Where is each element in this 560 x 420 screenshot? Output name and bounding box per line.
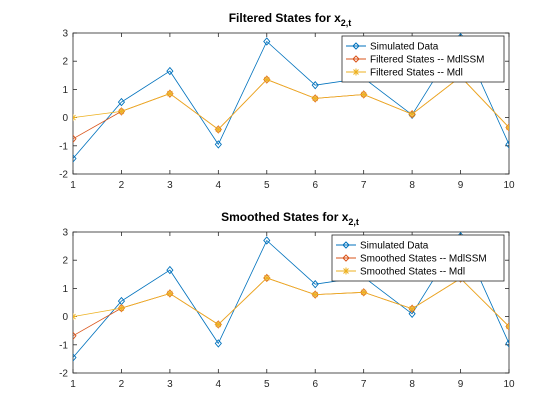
data-point-filtered-states-mdl — [117, 107, 125, 115]
x-tick-label: 1 — [70, 180, 76, 191]
y-tick-label: 2 — [62, 256, 68, 267]
data-point-filtered-states-mdlssm — [505, 123, 509, 132]
data-point-filtered-states-mdl — [311, 94, 319, 102]
x-tick-label: 3 — [167, 180, 173, 191]
y-tick-label: 3 — [62, 228, 68, 239]
legend-entry-mdl: Smoothed States -- Mdl — [336, 267, 465, 278]
y-tick-label: -2 — [59, 170, 68, 181]
legend-label-mdlssm: Smoothed States -- MdlSSM — [360, 254, 487, 265]
x-tick-label: 1 — [70, 379, 76, 390]
data-point-smoothed-states-mdl — [166, 289, 174, 297]
x-tick-label: 10 — [503, 180, 515, 191]
legend-marker-simulated — [342, 241, 350, 249]
data-point-filtered-states-mdl — [214, 125, 222, 133]
legend-smoothed: Simulated Data Smoothed States -- MdlSSM… — [331, 234, 505, 282]
data-point-filtered-states-mdl — [360, 90, 368, 98]
y-tick-label: -1 — [59, 141, 68, 152]
x-tick-label: 9 — [458, 180, 464, 191]
data-point-simulated-data — [311, 80, 319, 90]
legend-box — [341, 35, 505, 83]
legend-marker-mdlssm — [352, 55, 360, 63]
x-tick-label: 9 — [458, 379, 464, 390]
legend-marker-mdl — [342, 267, 350, 275]
legend-entry-simulated: Simulated Data — [336, 241, 429, 252]
series-line-filtered-states-mdl — [73, 76, 509, 130]
legend-marker-mdl — [352, 68, 360, 76]
plot-title-filtered-subscript: 2,t — [341, 18, 352, 28]
x-tick-label: 4 — [216, 180, 222, 191]
x-tick-label: 7 — [361, 379, 367, 390]
data-point-filtered-states-mdl — [263, 76, 271, 84]
data-point-smoothed-states-mdl — [263, 274, 271, 282]
x-tick-label: 10 — [503, 379, 515, 390]
data-point-smoothed-states-mdlssm — [73, 331, 77, 340]
data-point-simulated-data — [263, 236, 271, 245]
y-tick-label: -2 — [59, 369, 68, 380]
data-point-smoothed-states-mdl — [214, 320, 222, 328]
data-point-smoothed-states-mdl — [408, 305, 416, 313]
legend-entry-simulated: Simulated Data — [346, 42, 439, 53]
legend-label-simulated: Simulated Data — [370, 42, 439, 53]
y-tick-label: 0 — [62, 113, 68, 124]
data-point-filtered-states-mdlssm — [73, 134, 77, 143]
legend-label-mdlssm: Filtered States -- MdlSSM — [370, 55, 484, 66]
legend-entry-mdlssm: Filtered States -- MdlSSM — [346, 55, 484, 66]
legend-marker-mdlssm — [342, 254, 350, 262]
data-point-simulated-data — [166, 265, 174, 275]
legend-label-mdl: Filtered States -- Mdl — [370, 68, 463, 79]
data-point-simulated-data — [408, 309, 416, 318]
plot-title-smoothed-subscript: 2,t — [348, 217, 359, 227]
x-tick-label: 6 — [312, 379, 318, 390]
data-point-simulated-data — [73, 154, 77, 163]
y-tick-label: 1 — [62, 284, 68, 295]
legend-label-simulated: Simulated Data — [360, 241, 429, 252]
data-point-filtered-states-mdl — [408, 110, 416, 118]
data-point-simulated-data — [311, 279, 319, 289]
subplot-filtered: Filtered States for x2,t 1 2 3 4 5 6 7 8 9 103210… — [59, 11, 515, 191]
x-tick-label: 8 — [409, 379, 415, 390]
data-point-simulated-data — [214, 140, 222, 149]
legend-box — [331, 234, 505, 282]
x-tick-label: 2 — [119, 180, 125, 191]
data-point-simulated-data — [117, 97, 126, 107]
data-point-smoothed-states-mdl — [360, 288, 368, 296]
subplot-smoothed: Smoothed States for x2,t 1 2 3 4 5 6 7 8 9 103210… — [59, 210, 515, 390]
plot-title-filtered: Filtered States for x2,t — [229, 11, 352, 28]
y-tick-label: 2 — [62, 57, 68, 68]
x-tick-label: 7 — [361, 180, 367, 191]
x-tick-label: 3 — [167, 379, 173, 390]
plot-title-smoothed: Smoothed States for x2,t — [221, 210, 359, 227]
y-tick-label: 1 — [62, 85, 68, 96]
plot-title-filtered-main: Filtered States for x — [229, 11, 341, 25]
x-tick-label: 5 — [264, 180, 270, 191]
data-point-simulated-data — [166, 66, 174, 76]
y-tick-label: 0 — [62, 312, 68, 323]
data-point-smoothed-states-mdl — [311, 291, 319, 299]
y-tick-label: 3 — [62, 29, 68, 40]
legend-entry-mdl: Filtered States -- Mdl — [346, 68, 463, 79]
data-point-simulated-data — [73, 353, 77, 362]
plot-title-smoothed-main: Smoothed States for x — [221, 210, 349, 224]
series-line-smoothed-states-mdl — [73, 277, 509, 327]
legend-label-mdl: Smoothed States -- Mdl — [360, 267, 465, 278]
x-tick-label: 5 — [264, 379, 270, 390]
data-point-simulated-data — [263, 37, 271, 46]
data-point-simulated-data — [214, 339, 222, 348]
legend-filtered: Simulated Data Filtered States -- MdlSSM… — [341, 35, 505, 83]
x-tick-label: 6 — [312, 180, 318, 191]
data-point-simulated-data — [505, 339, 509, 348]
x-tick-label: 2 — [119, 379, 125, 390]
data-point-smoothed-states-mdl — [117, 304, 125, 312]
data-point-simulated-data — [505, 140, 509, 149]
x-tick-label: 8 — [409, 180, 415, 191]
x-tick-label: 4 — [216, 379, 222, 390]
legend-marker-simulated — [352, 42, 360, 50]
y-tick-label: -1 — [59, 340, 68, 351]
legend-entry-mdlssm: Smoothed States -- MdlSSM — [336, 254, 487, 265]
data-point-smoothed-states-mdlssm — [505, 322, 509, 331]
data-point-filtered-states-mdl — [166, 90, 174, 98]
